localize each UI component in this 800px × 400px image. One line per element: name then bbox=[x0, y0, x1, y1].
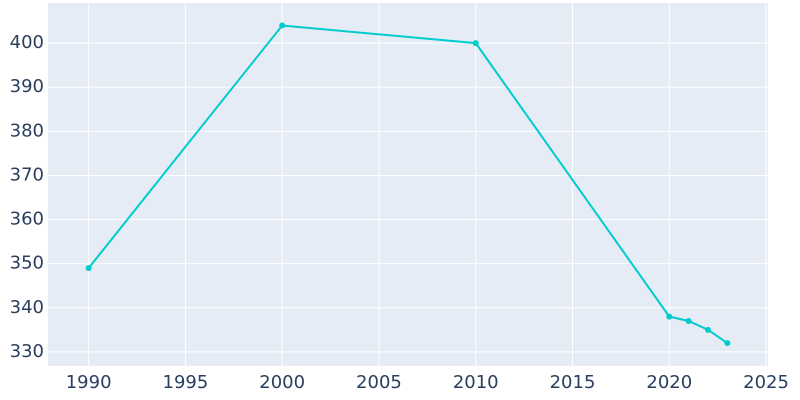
marker bbox=[279, 22, 286, 29]
marker bbox=[685, 318, 692, 325]
x-tick-label: 1995 bbox=[163, 372, 209, 393]
marker bbox=[472, 40, 479, 47]
x-tick-label: 2015 bbox=[550, 372, 596, 393]
y-tick-label: 360 bbox=[10, 209, 44, 230]
x-tick-label: 1990 bbox=[66, 372, 112, 393]
y-tick-label: 340 bbox=[10, 297, 44, 318]
y-tick-label: 370 bbox=[10, 164, 44, 185]
marker bbox=[666, 313, 673, 320]
x-tick-label: 2025 bbox=[743, 372, 789, 393]
x-tick-label: 2005 bbox=[356, 372, 402, 393]
x-tick-label: 2020 bbox=[646, 372, 692, 393]
plot-area bbox=[48, 3, 768, 366]
y-tick-label: 400 bbox=[10, 32, 44, 53]
x-tick-label: 2000 bbox=[259, 372, 305, 393]
y-tick-label: 380 bbox=[10, 120, 44, 141]
y-tick-label: 350 bbox=[10, 253, 44, 274]
y-tick-label: 390 bbox=[10, 76, 44, 97]
marker bbox=[724, 340, 731, 347]
y-tick-label: 330 bbox=[10, 341, 44, 362]
marker bbox=[85, 265, 92, 272]
x-tick-label: 2010 bbox=[453, 372, 499, 393]
marker bbox=[705, 326, 711, 333]
